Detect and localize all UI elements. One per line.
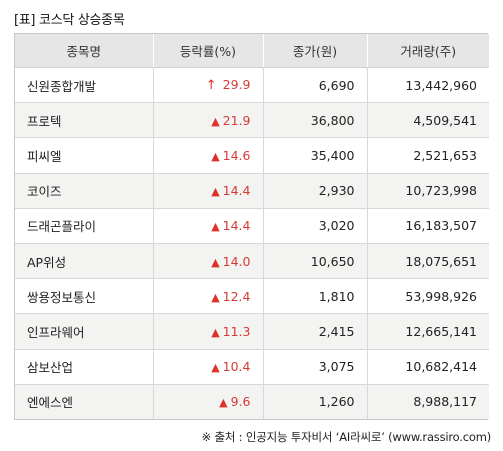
table-row: 신원종합개발 ↑ 29.9 6,690 13,442,960 — [15, 66, 489, 103]
change-rate-cell: ↑ 29.9 — [152, 66, 263, 103]
up-triangle-icon: ▲ — [211, 114, 220, 128]
close-price-cell: 1,810 — [262, 278, 367, 314]
change-rate-value: 14.0 — [222, 253, 251, 269]
close-price-cell: 10,650 — [262, 242, 367, 279]
change-rate-value: 12.4 — [222, 288, 251, 304]
change-rate-value: 29.9 — [222, 77, 251, 93]
volume-cell: 10,723,998 — [366, 172, 489, 209]
stock-name-cell: 코이즈 — [15, 172, 153, 209]
table-row: 엔에스엔 ▲ 9.6 1,260 8,988,117 — [15, 383, 489, 419]
table-row: AP위성 ▲ 14.0 10,650 18,075,651 — [15, 242, 489, 279]
table-row: 삼보산업 ▲ 10.4 3,075 10,682,414 — [15, 348, 489, 385]
volume-cell: 8,988,117 — [366, 383, 489, 419]
up-arrow-icon: ↑ — [205, 78, 217, 94]
close-price-cell: 2,415 — [262, 313, 367, 349]
change-rate-cell: ▲ 14.4 — [152, 207, 263, 244]
volume-cell: 53,998,926 — [366, 278, 489, 314]
change-rate-value: 14.4 — [222, 218, 251, 234]
change-rate-value: 11.3 — [222, 323, 251, 339]
change-rate-cell: ▲ 21.9 — [152, 102, 263, 138]
change-rate-value: 9.6 — [230, 394, 251, 410]
change-rate-value: 10.4 — [222, 359, 251, 375]
volume-cell: 4,509,541 — [366, 102, 489, 138]
volume-cell: 16,183,507 — [366, 207, 489, 244]
change-rate-cell: ▲ 14.0 — [152, 242, 263, 279]
table-row: 프로텍 ▲ 21.9 36,800 4,509,541 — [15, 102, 489, 138]
table-row: 코이즈 ▲ 14.4 2,930 10,723,998 — [15, 172, 489, 209]
table-row: 쌍용정보통신 ▲ 12.4 1,810 53,998,926 — [15, 278, 489, 314]
change-rate-value: 21.9 — [222, 112, 251, 128]
stock-name-cell: 인프라웨어 — [15, 313, 153, 349]
change-rate-value: 14.4 — [222, 183, 251, 199]
close-price-cell: 35,400 — [262, 137, 367, 174]
stock-name-cell: 프로텍 — [15, 102, 153, 138]
up-triangle-icon: ▲ — [211, 185, 220, 199]
up-triangle-icon: ▲ — [211, 220, 220, 234]
close-price-cell: 3,075 — [262, 348, 367, 385]
volume-cell: 10,682,414 — [366, 348, 489, 385]
volume-cell: 12,665,141 — [366, 313, 489, 349]
stock-name-cell: 쌍용정보통신 — [15, 278, 153, 314]
up-triangle-icon: ▲ — [211, 325, 220, 339]
up-triangle-icon: ▲ — [219, 396, 228, 410]
close-price-cell: 2,930 — [262, 172, 367, 209]
table-row: 드래곤플라이 ▲ 14.4 3,020 16,183,507 — [15, 207, 489, 244]
volume-cell: 18,075,651 — [366, 242, 489, 279]
stock-name-cell: 엔에스엔 — [15, 383, 153, 419]
change-rate-cell: ▲ 14.6 — [152, 137, 263, 174]
change-rate-cell: ▲ 12.4 — [152, 278, 263, 314]
change-rate-cell: ▲ 9.6 — [152, 383, 263, 419]
kosdaq-gainers-table: 종목명 등락률(%) 종가(원) 거래량(주) 신원종합개발 ↑ 29.9 6,690… — [14, 33, 489, 420]
data-table: 종목명 등락률(%) 종가(원) 거래량(주) 신원종합개발 ↑ 29.9 6,690… — [15, 34, 489, 419]
page-title: [표] 코스닥 상승종목 — [14, 13, 125, 28]
volume-cell: 13,442,960 — [366, 66, 489, 103]
change-rate-cell: ▲ 14.4 — [152, 172, 263, 209]
up-triangle-icon: ▲ — [211, 290, 220, 304]
source-note: ※ 출처 : 인공지능 투자비서 ‘AI라씨로’ (www.rassiro.co… — [201, 430, 492, 444]
stock-name-cell: AP위성 — [15, 242, 153, 279]
close-price-cell: 1,260 — [262, 383, 367, 419]
stock-name-cell: 신원종합개발 — [15, 66, 153, 103]
column-header-change: 등락률(%) — [152, 34, 263, 68]
column-header-name: 종목명 — [15, 34, 153, 68]
stock-name-cell: 삼보산업 — [15, 348, 153, 385]
column-header-close: 종가(원) — [262, 34, 367, 68]
volume-cell: 2,521,653 — [366, 137, 489, 174]
change-rate-cell: ▲ 10.4 — [152, 348, 263, 385]
header-row: 종목명 등락률(%) 종가(원) 거래량(주) — [15, 34, 489, 68]
close-price-cell: 36,800 — [262, 102, 367, 138]
change-rate-value: 14.6 — [222, 147, 251, 163]
up-triangle-icon: ▲ — [211, 149, 220, 163]
stock-name-cell: 피씨엘 — [15, 137, 153, 174]
up-triangle-icon: ▲ — [211, 361, 220, 375]
up-triangle-icon: ▲ — [211, 255, 220, 269]
column-header-volume: 거래량(주) — [366, 34, 489, 68]
close-price-cell: 3,020 — [262, 207, 367, 244]
close-price-cell: 6,690 — [262, 66, 367, 103]
stock-name-cell: 드래곤플라이 — [15, 207, 153, 244]
table-row: 인프라웨어 ▲ 11.3 2,415 12,665,141 — [15, 313, 489, 349]
table-row: 피씨엘 ▲ 14.6 35,400 2,521,653 — [15, 137, 489, 174]
change-rate-cell: ▲ 11.3 — [152, 313, 263, 349]
